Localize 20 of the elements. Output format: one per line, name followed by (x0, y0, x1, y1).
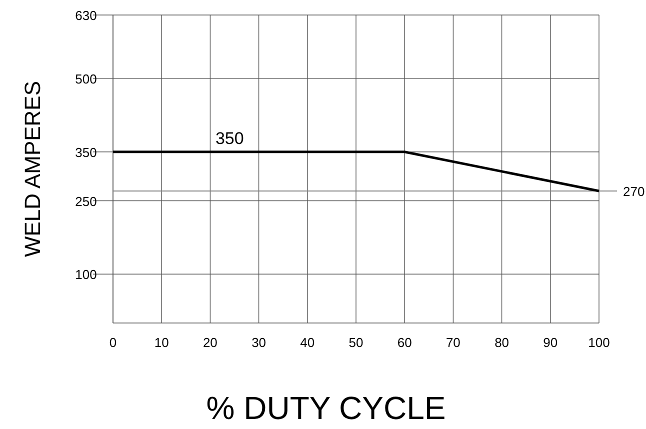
x-tick-label: 90 (543, 335, 558, 350)
x-tick-label: 10 (154, 335, 169, 350)
x-tick-label: 40 (300, 335, 315, 350)
x-tick-label: 100 (588, 335, 610, 350)
y-tick-label: 100 (75, 267, 97, 282)
x-axis-title: % DUTY CYCLE (206, 390, 446, 426)
y-tick-label: 500 (75, 72, 97, 87)
x-tick-label: 80 (494, 335, 510, 350)
ref-line-label: 270 (623, 184, 645, 199)
y-tick-label: 350 (75, 144, 97, 160)
y-tick-label: 250 (75, 194, 97, 209)
x-tick-label: 70 (446, 335, 460, 350)
x-tick-label: 50 (348, 335, 364, 350)
y-axis-title: WELD AMPERES (20, 80, 45, 258)
x-tick-label: 0 (109, 335, 117, 350)
y-tick-label: 630 (75, 8, 97, 23)
x-tick-label: 60 (397, 335, 412, 350)
x-tick-label: 20 (202, 335, 218, 350)
annotation: 350 (215, 128, 244, 148)
x-tick-label: 30 (252, 335, 266, 350)
